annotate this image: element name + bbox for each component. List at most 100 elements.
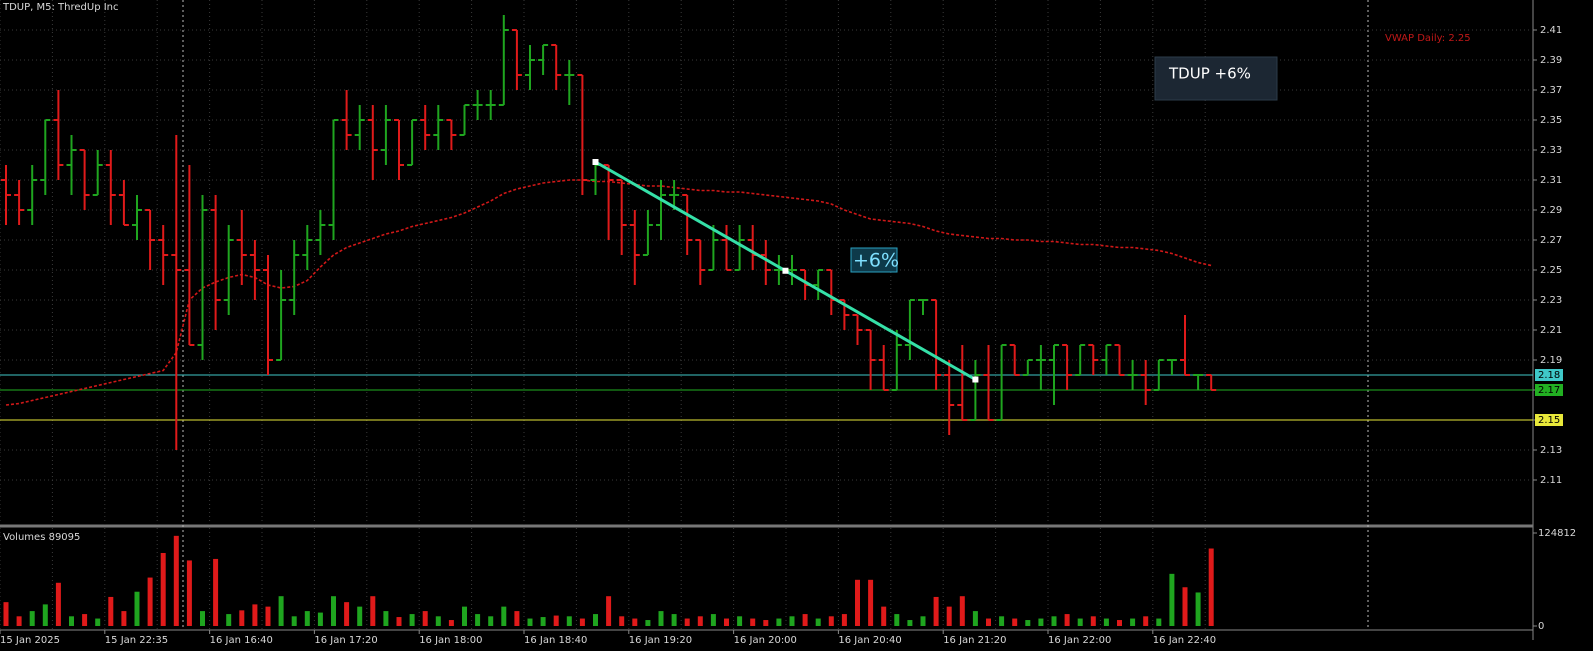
volume-bar	[317, 612, 323, 626]
volume-bar	[907, 620, 913, 626]
volume-bar	[632, 618, 638, 626]
y-tick-label: 2.27	[1540, 235, 1562, 246]
x-tick-label: 16 Jan 20:00	[734, 635, 797, 646]
volume-bar	[409, 614, 415, 626]
volume-tick-label: 124812	[1538, 528, 1576, 539]
volume-bar	[619, 616, 625, 626]
y-tick-label: 2.41	[1540, 25, 1562, 36]
y-tick-label: 2.31	[1540, 175, 1562, 186]
volume-bar	[422, 611, 428, 626]
volume-bar	[462, 606, 467, 626]
volume-bar	[710, 614, 716, 626]
volume-bar	[501, 606, 507, 626]
volume-bar	[488, 616, 494, 626]
volume-bar	[828, 616, 834, 626]
volume-bar	[213, 558, 219, 626]
volume-bar	[802, 614, 808, 626]
x-tick-label: 15 Jan 22:35	[105, 635, 168, 646]
volume-bar	[606, 596, 612, 626]
trend-handle	[592, 159, 599, 165]
volume-label: Volumes 89095	[3, 532, 80, 543]
volume-bar	[671, 614, 677, 626]
volume-bar	[1208, 548, 1214, 626]
volume-bar	[173, 535, 179, 626]
volume-bar	[1077, 618, 1083, 626]
volume-bar	[95, 618, 101, 626]
tooltip-box	[1154, 56, 1278, 101]
trend-handle	[972, 376, 979, 383]
volume-bar	[239, 610, 245, 626]
volume-bar	[645, 620, 651, 626]
volume-bar	[868, 579, 874, 626]
x-tick-label: 16 Jan 19:20	[629, 635, 692, 646]
volume-bar	[55, 582, 61, 626]
volume-bar	[815, 618, 821, 626]
volume-bar	[1117, 620, 1122, 626]
x-tick-label: 16 Jan 17:20	[314, 635, 377, 646]
volume-bar	[763, 620, 769, 626]
trend-label-box	[850, 247, 898, 273]
y-tick-label: 2.37	[1540, 85, 1562, 96]
x-tick-label: 16 Jan 22:40	[1153, 635, 1216, 646]
volume-bar	[841, 614, 847, 626]
trend-label: +6%	[853, 250, 899, 272]
y-tick-label: 2.33	[1540, 145, 1562, 156]
volume-bar	[3, 602, 9, 626]
volume-bar	[1195, 592, 1201, 626]
volume-bar	[69, 616, 74, 626]
x-tick-label: 16 Jan 21:20	[943, 635, 1006, 646]
volume-bar	[684, 618, 690, 626]
tooltip-text: TDUP +6%	[1168, 65, 1251, 83]
volume-bar	[42, 604, 48, 626]
volume-bar	[160, 552, 166, 626]
level-price-label: 2.15	[1538, 415, 1560, 426]
volume-bar	[737, 616, 743, 626]
x-tick-label: 16 Jan 18:40	[524, 635, 587, 646]
volume-bar	[200, 611, 205, 626]
volume-tick-label: 0	[1538, 621, 1544, 632]
y-tick-label: 2.29	[1540, 205, 1562, 216]
volume-bar	[147, 577, 153, 626]
x-tick-label: 16 Jan 18:00	[419, 635, 482, 646]
volume-bar	[16, 616, 22, 626]
vwap-label: VWAP Daily: 2.25	[1385, 33, 1471, 44]
x-tick-label: 16 Jan 22:00	[1048, 635, 1111, 646]
volume-bar	[566, 616, 572, 626]
volume-bar	[82, 614, 88, 626]
volume-bar	[29, 611, 35, 626]
volume-bar	[331, 596, 336, 626]
y-tick-label: 2.39	[1540, 55, 1562, 66]
volume-bar	[291, 616, 297, 626]
volume-bar	[514, 611, 520, 626]
volume-bar	[1103, 618, 1109, 626]
volume-bar	[252, 604, 258, 626]
volume-bar	[959, 596, 965, 626]
volume-bar	[986, 618, 991, 626]
volume-bar	[121, 611, 127, 626]
level-price-label: 2.17	[1538, 385, 1560, 396]
volume-bar	[475, 614, 481, 626]
volume-bar	[186, 560, 192, 626]
volume-bar	[933, 596, 939, 626]
level-price-box	[1535, 369, 1563, 381]
volume-bar	[134, 591, 140, 626]
volume-bar	[357, 606, 363, 626]
x-tick-label: 16 Jan 20:40	[838, 635, 901, 646]
volume-bar	[697, 616, 703, 626]
volume-bar	[579, 618, 585, 626]
volume-bar	[1012, 618, 1018, 626]
volume-bar	[855, 579, 860, 626]
volume-bar	[724, 618, 729, 626]
volume-bar	[265, 606, 271, 626]
volume-bar	[1064, 614, 1070, 626]
volume-bar	[1130, 618, 1136, 626]
chart-title: TDUP, M5: ThredUp Inc	[2, 2, 119, 13]
volume-bar	[108, 596, 114, 626]
volume-bar	[435, 616, 441, 626]
volume-bar	[972, 611, 978, 626]
volume-bar	[1182, 587, 1188, 626]
y-tick-label: 2.23	[1540, 295, 1562, 306]
